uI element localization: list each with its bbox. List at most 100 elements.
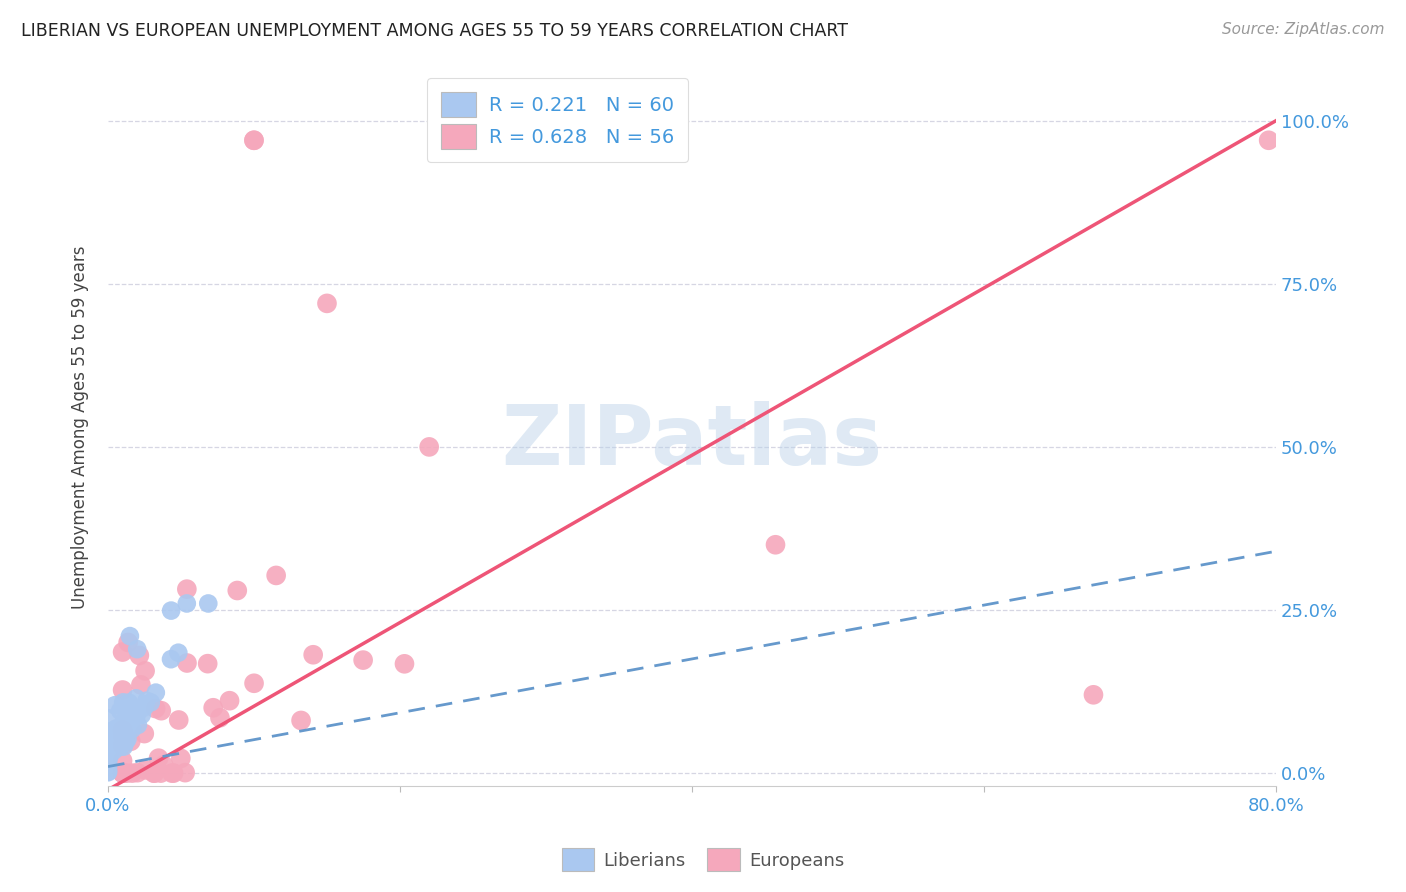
Point (118, 629, 141, 643)
Point (112, 766, 135, 780)
Point (104, 698, 127, 713)
Point (121, 722, 143, 736)
Point (125, 691, 148, 706)
Point (125, 707, 148, 722)
Point (1083, 688, 1105, 702)
Point (97, 745, 120, 759)
Point (115, 726, 138, 740)
Point (290, 714, 312, 728)
Point (176, 597, 198, 611)
Point (111, 724, 134, 739)
Point (145, 701, 167, 715)
Point (160, 604, 183, 618)
Point (143, 766, 166, 780)
Point (1257, 133, 1279, 147)
Point (418, 440, 440, 454)
Point (97, 735, 120, 749)
Point (120, 734, 142, 748)
Point (149, 766, 172, 780)
Point (243, 676, 266, 690)
Point (150, 704, 173, 718)
Point (117, 731, 139, 746)
Point (134, 726, 156, 740)
Point (226, 583, 249, 598)
Point (152, 758, 174, 772)
Point (134, 700, 156, 714)
Point (98, 743, 121, 757)
Point (197, 657, 219, 671)
Point (160, 766, 183, 780)
Point (142, 766, 165, 780)
Point (128, 648, 150, 663)
Point (162, 766, 184, 780)
Point (208, 711, 231, 725)
Point (112, 695, 135, 709)
Point (105, 739, 128, 753)
Point (114, 731, 136, 745)
Point (105, 728, 128, 742)
Point (127, 642, 149, 657)
Point (108, 736, 131, 750)
Point (111, 729, 134, 743)
Point (97, 754, 120, 768)
Point (121, 766, 143, 780)
Point (765, 538, 787, 552)
Point (105, 721, 128, 735)
Point (112, 739, 135, 754)
Point (97, 765, 120, 780)
Point (135, 694, 157, 708)
Point (97, 757, 120, 772)
Point (111, 683, 134, 698)
Point (352, 653, 374, 667)
Point (111, 766, 134, 780)
Point (167, 713, 190, 727)
Point (111, 766, 134, 780)
Point (243, 133, 266, 147)
Point (543, 133, 565, 147)
Text: LIBERIAN VS EUROPEAN UNEMPLOYMENT AMONG AGES 55 TO 59 YEARS CORRELATION CHART: LIBERIAN VS EUROPEAN UNEMPLOYMENT AMONG … (21, 22, 848, 40)
Point (118, 696, 141, 710)
Text: ZIPatlas: ZIPatlas (502, 401, 883, 483)
Point (129, 678, 152, 692)
Point (115, 766, 138, 780)
Point (110, 738, 132, 752)
Point (167, 646, 190, 660)
Point (98, 748, 121, 763)
Point (97, 747, 120, 762)
Point (112, 718, 135, 732)
Point (112, 726, 135, 740)
Point (114, 713, 136, 727)
Point (97, 763, 120, 777)
Point (264, 568, 287, 582)
Point (111, 723, 134, 738)
Point (97, 755, 120, 769)
Point (117, 723, 139, 737)
Point (243, 133, 266, 147)
Y-axis label: Unemployment Among Ages 55 to 59 years: Unemployment Among Ages 55 to 59 years (72, 245, 89, 609)
Point (145, 685, 167, 699)
Point (97, 764, 120, 779)
Point (103, 733, 125, 747)
Point (148, 751, 170, 765)
Legend: Liberians, Europeans: Liberians, Europeans (554, 841, 852, 879)
Point (97, 741, 120, 756)
Point (218, 694, 240, 708)
Point (114, 734, 136, 748)
Point (108, 704, 131, 718)
Point (111, 645, 134, 659)
Point (176, 656, 198, 670)
Point (394, 657, 416, 671)
Point (127, 718, 149, 732)
Point (131, 707, 153, 722)
Point (97, 760, 120, 774)
Point (111, 766, 134, 780)
Point (97, 733, 120, 747)
Point (160, 652, 183, 666)
Point (97, 748, 120, 763)
Point (107, 739, 129, 753)
Point (564, 133, 586, 147)
Point (170, 751, 193, 765)
Point (202, 700, 225, 714)
Point (316, 296, 339, 310)
Point (117, 635, 139, 649)
